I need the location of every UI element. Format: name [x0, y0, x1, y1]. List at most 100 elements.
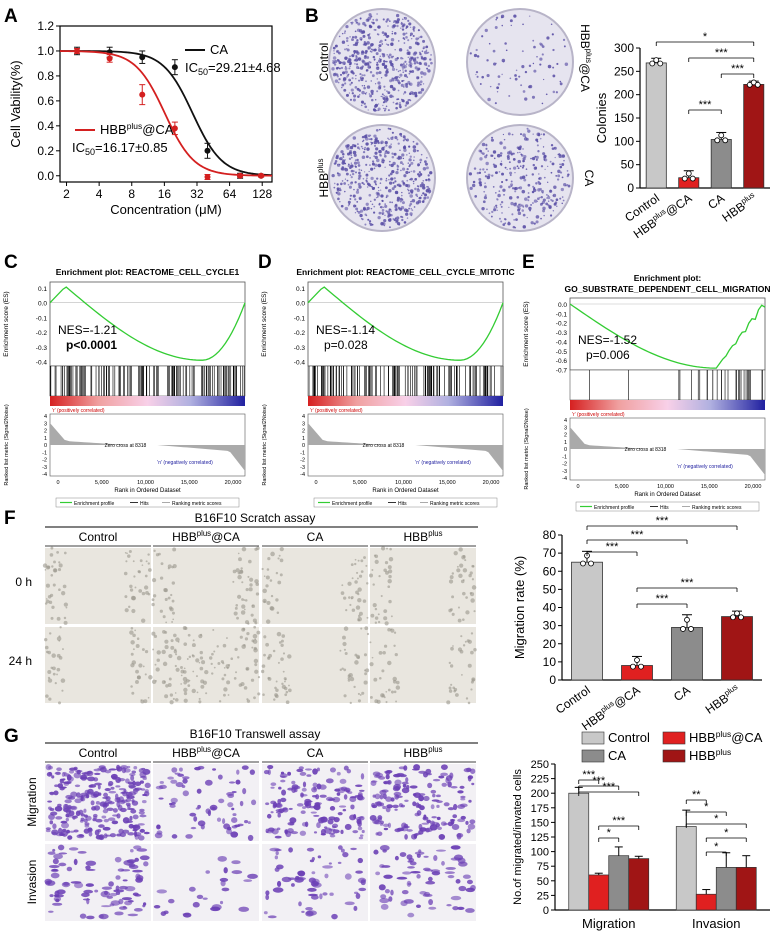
x-tick-label: 32	[190, 187, 204, 201]
colony	[364, 105, 368, 109]
stained-cell	[238, 906, 250, 912]
colony	[379, 128, 381, 131]
colony	[391, 201, 393, 204]
colony	[521, 166, 524, 169]
colony	[334, 44, 338, 48]
stained-cell	[414, 851, 425, 855]
cell	[384, 621, 389, 626]
gsea-title: Enrichment plot: REACTOME_CELL_CYCLE_MIT…	[296, 267, 514, 277]
colony	[350, 81, 353, 84]
cell	[196, 691, 199, 694]
cell	[132, 648, 135, 651]
cell	[280, 657, 284, 661]
stained-cell	[55, 816, 63, 820]
colony	[423, 196, 427, 200]
colony	[367, 218, 370, 221]
colony	[390, 143, 392, 145]
colony	[491, 174, 494, 177]
colony	[338, 35, 341, 38]
colony	[390, 177, 394, 181]
colony	[496, 198, 498, 200]
cell	[365, 564, 368, 567]
stained-cell	[329, 767, 336, 773]
stained-cell	[138, 810, 145, 815]
stained-cell	[211, 904, 222, 911]
colony	[546, 193, 548, 196]
colony	[368, 170, 370, 173]
cell	[51, 565, 54, 568]
colony	[416, 62, 419, 65]
label-sup: plus	[197, 529, 211, 538]
colony	[497, 75, 501, 78]
cell	[233, 677, 237, 680]
stained-cell	[394, 808, 398, 811]
stained-cell	[202, 897, 208, 900]
stained-cell	[263, 770, 270, 775]
colony	[561, 176, 564, 179]
stained-cell	[402, 871, 412, 875]
colony	[486, 59, 489, 62]
colony	[385, 43, 388, 45]
colony	[336, 187, 340, 191]
label-base: CA	[582, 170, 596, 187]
cell	[263, 635, 267, 639]
cell	[462, 555, 466, 558]
cell	[349, 603, 352, 607]
replicate-dot	[722, 137, 729, 144]
colony	[416, 68, 420, 72]
colony	[333, 186, 336, 189]
cell	[374, 554, 379, 559]
gsea-title: Enrichment plot:	[634, 273, 702, 283]
colony	[525, 137, 529, 141]
stained-cell	[143, 861, 149, 867]
stained-cell	[127, 765, 131, 769]
colony	[406, 76, 409, 78]
colony	[547, 200, 550, 202]
stained-cell	[407, 866, 415, 869]
stained-cell	[269, 847, 280, 852]
stained-cell	[350, 804, 355, 810]
stained-cell	[429, 824, 438, 831]
colony	[354, 30, 357, 33]
colony	[486, 175, 491, 180]
cell	[138, 589, 143, 593]
colony	[512, 157, 516, 161]
colony	[485, 154, 488, 156]
legend-swatch	[662, 731, 686, 745]
colony	[341, 71, 346, 75]
colony	[484, 175, 488, 178]
cell	[473, 648, 477, 652]
cell	[348, 596, 351, 599]
colony	[354, 171, 357, 174]
colony	[427, 69, 431, 73]
colony	[515, 218, 518, 222]
colony	[533, 199, 538, 203]
colony	[363, 85, 366, 87]
colony	[566, 184, 569, 186]
replicate-dot	[730, 614, 736, 621]
cell	[358, 614, 361, 618]
cell	[188, 679, 191, 682]
colony	[388, 174, 391, 177]
stained-cell	[343, 794, 348, 800]
dish-label-control: Control	[317, 43, 331, 82]
colony	[389, 128, 392, 131]
cell	[195, 675, 198, 678]
colony	[469, 52, 472, 55]
stained-cell	[77, 850, 87, 854]
colony	[532, 185, 535, 188]
colony	[499, 162, 503, 166]
cell	[198, 700, 202, 704]
cell	[147, 553, 150, 556]
cell	[183, 687, 188, 693]
stained-cell	[45, 764, 52, 771]
hits-frame	[569, 369, 766, 401]
stained-cell	[430, 789, 437, 794]
replicate-dot	[718, 132, 725, 139]
colony	[408, 57, 413, 62]
label-base: HBB	[689, 730, 716, 745]
colony	[492, 49, 496, 53]
nes-value: NES=-1.52	[578, 333, 637, 347]
cell	[174, 664, 177, 668]
